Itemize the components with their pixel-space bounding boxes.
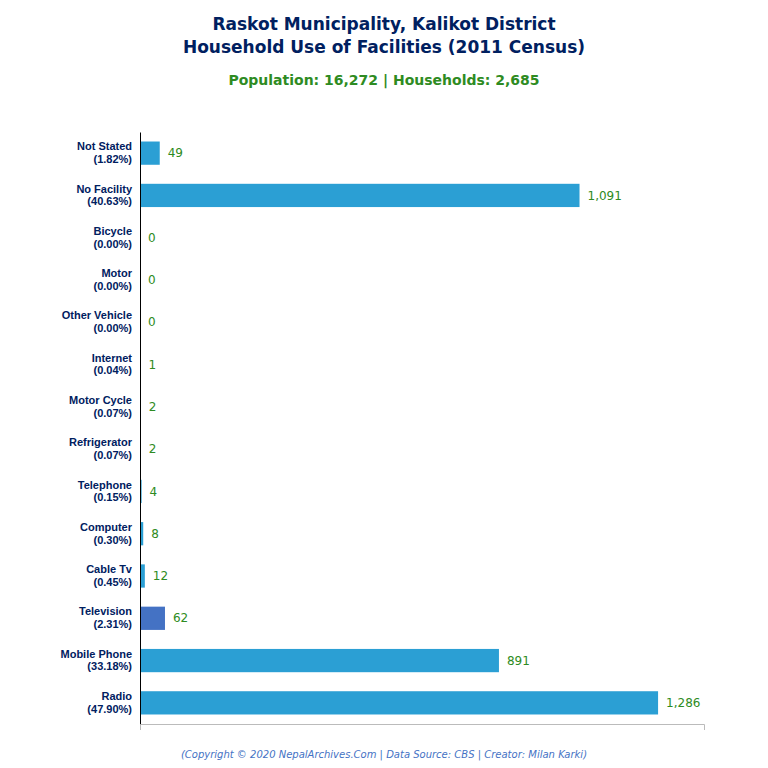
y-tick-label-line: Telephone	[78, 479, 132, 491]
y-tick-label-line: Television	[79, 605, 132, 617]
y-tick-label: Telephone(0.15%)	[78, 479, 133, 504]
y-tick-label-line: Refrigerator	[69, 436, 133, 448]
data-label: 4	[150, 485, 158, 499]
data-label: 2	[149, 400, 157, 414]
y-tick-label: Other Vehicle(0.00%)	[62, 309, 133, 334]
data-label: 12	[153, 569, 168, 583]
y-tick-label: Mobile Phone(33.18%)	[61, 648, 133, 673]
y-tick-label-line: (2.31%)	[93, 618, 132, 630]
data-label: 1,286	[666, 696, 700, 710]
y-tick-label-line: Internet	[92, 352, 133, 364]
y-tick-label-line: No Facility	[76, 183, 133, 195]
data-label: 62	[173, 611, 188, 625]
data-label: 0	[148, 231, 156, 245]
bars	[140, 142, 658, 715]
y-tick-label-line: (47.90%)	[87, 703, 132, 715]
y-tick-label: Internet(0.04%)	[92, 352, 133, 377]
y-tick: Television(2.31%)	[79, 605, 140, 630]
y-tick-label-line: (0.00%)	[93, 322, 132, 334]
data-label: 1,091	[588, 189, 622, 203]
y-tick-label: Not Stated(1.82%)	[77, 140, 132, 165]
y-tick-label: Refrigerator(0.07%)	[69, 436, 133, 461]
y-tick-label-line: (0.45%)	[93, 576, 132, 588]
y-tick-label: Bicycle(0.00%)	[93, 225, 132, 250]
bar	[140, 691, 658, 714]
y-tick: Motor Cycle(0.07%)	[69, 394, 140, 419]
title-line: Raskot Municipality, Kalikot District	[212, 14, 555, 34]
y-tick: Internet(0.04%)	[92, 352, 140, 377]
y-tick-label-line: (0.00%)	[93, 238, 132, 250]
title-line: Household Use of Facilities (2011 Census…	[183, 37, 585, 57]
bar	[140, 184, 580, 207]
y-tick-label-line: (0.30%)	[93, 534, 132, 546]
y-tick-label: Motor Cycle(0.07%)	[69, 394, 132, 419]
subtitle: Population: 16,272 | Households: 2,685	[228, 72, 539, 89]
y-tick: Refrigerator(0.07%)	[69, 436, 140, 461]
title: Raskot Municipality, Kalikot District Hou…	[183, 14, 585, 57]
y-tick-label-line: (33.18%)	[87, 660, 132, 672]
y-tick: Motor(0.00%)	[93, 267, 140, 292]
y-tick: Telephone(0.15%)	[78, 479, 140, 504]
y-tick-label: Radio(47.90%)	[87, 690, 132, 715]
y-tick-label-line: (0.04%)	[93, 364, 132, 376]
footer: (Copyright © 2020 NepalArchives.Com | Da…	[181, 749, 587, 761]
y-tick-label-line: Not Stated	[77, 140, 132, 152]
y-tick-label-line: Bicycle	[93, 225, 132, 237]
x-axis-line	[141, 725, 705, 731]
plot-area: Not Stated(1.82%) No Facility(40.63%) Bicy…	[61, 133, 705, 731]
y-tick: Cable Tv(0.45%)	[86, 563, 140, 588]
y-tick-label-line: (0.15%)	[93, 491, 132, 503]
data-label: 1	[148, 358, 156, 372]
data-label: 49	[168, 146, 183, 160]
y-tick: Mobile Phone(33.18%)	[61, 648, 141, 673]
y-tick: Radio(47.90%)	[87, 690, 140, 715]
data-label: 891	[507, 654, 530, 668]
y-tick-label-line: Mobile Phone	[61, 648, 133, 660]
y-tick-label-line: (0.07%)	[93, 407, 132, 419]
y-tick-label: Television(2.31%)	[79, 605, 132, 630]
y-tick-label-line: Computer	[80, 521, 133, 533]
y-tick: Bicycle(0.00%)	[93, 225, 140, 250]
y-tick-label-line: (0.07%)	[93, 449, 132, 461]
bar	[140, 607, 165, 630]
y-axis-line	[140, 133, 141, 725]
y-tick-label-line: Motor	[101, 267, 132, 279]
data-label: 2	[149, 442, 157, 456]
y-tick-label: Motor(0.00%)	[93, 267, 132, 292]
y-tick-label: No Facility(40.63%)	[76, 183, 133, 208]
chart: Raskot Municipality, Kalikot District Hou…	[0, 0, 768, 768]
data-label: 0	[148, 273, 156, 287]
y-tick-label-line: Other Vehicle	[62, 309, 132, 321]
y-axis: Not Stated(1.82%) No Facility(40.63%) Bicy…	[61, 133, 141, 725]
y-tick-label: Cable Tv(0.45%)	[86, 563, 133, 588]
data-label: 8	[151, 527, 159, 541]
bar	[140, 649, 499, 672]
y-tick-label-line: (40.63%)	[87, 195, 132, 207]
y-tick: Computer(0.30%)	[80, 521, 140, 546]
y-tick-label-line: Radio	[101, 690, 132, 702]
y-tick-label-line: Motor Cycle	[69, 394, 132, 406]
y-tick: No Facility(40.63%)	[76, 183, 140, 208]
y-tick-label-line: Cable Tv	[86, 563, 133, 575]
data-label: 0	[148, 315, 156, 329]
data-labels: 491,0910001224812628911,286	[148, 146, 700, 710]
bar	[140, 142, 160, 165]
y-tick-label-line: (1.82%)	[93, 153, 132, 165]
y-tick-label-line: (0.00%)	[93, 280, 132, 292]
y-tick: Other Vehicle(0.00%)	[62, 309, 140, 334]
y-tick-label: Computer(0.30%)	[80, 521, 133, 546]
x-axis	[141, 725, 705, 731]
y-tick: Not Stated(1.82%)	[77, 140, 140, 165]
